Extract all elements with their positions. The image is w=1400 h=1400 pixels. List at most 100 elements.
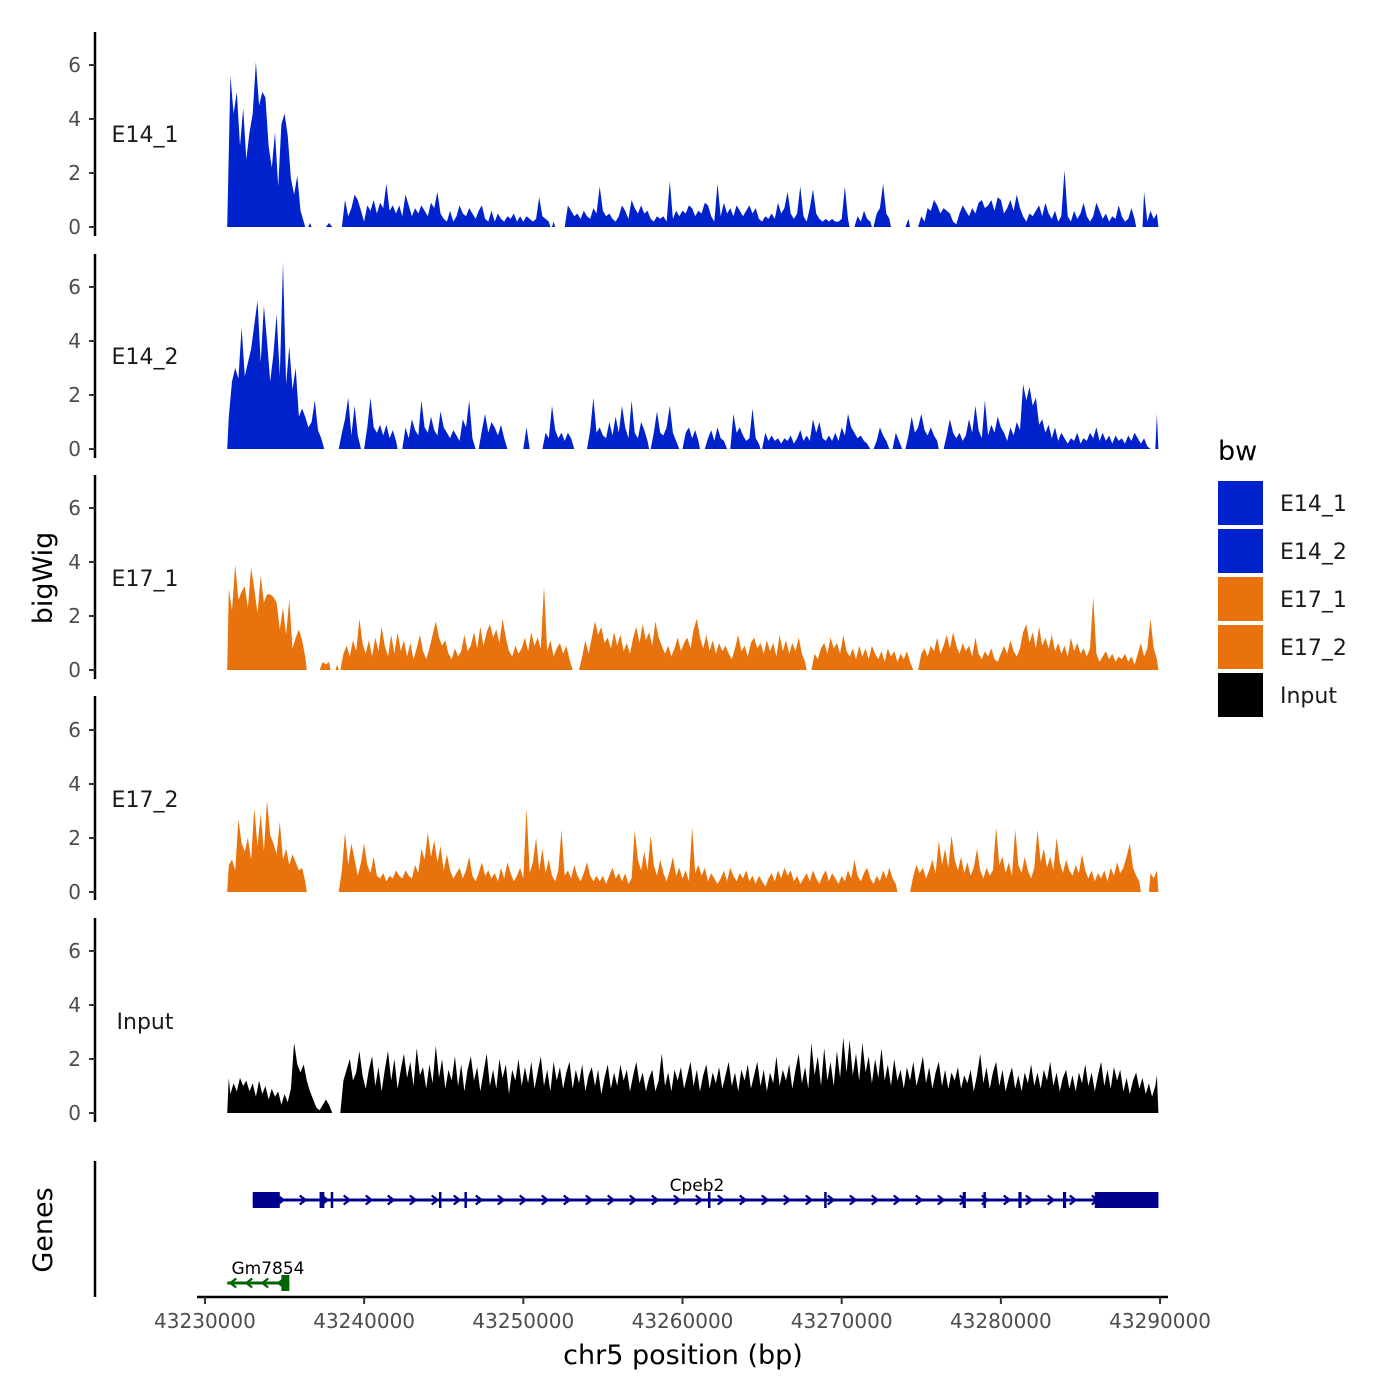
x-tick-label: 43240000 bbox=[313, 1309, 415, 1333]
strand-chevron bbox=[915, 1194, 924, 1206]
gene-exon bbox=[962, 1192, 966, 1208]
strand-chevron bbox=[717, 1194, 726, 1206]
x-tick-label: 43230000 bbox=[154, 1309, 256, 1333]
strand-chevron bbox=[541, 1194, 550, 1206]
legend-swatch-E17_2 bbox=[1218, 625, 1263, 669]
strand-chevron bbox=[585, 1194, 594, 1206]
y-tick-label: 4 bbox=[68, 107, 81, 131]
gene-exon bbox=[1018, 1192, 1022, 1208]
series-area-Input bbox=[227, 1037, 1159, 1113]
track-E14_2: 0 2 4 6 E14_2 bbox=[68, 254, 1159, 461]
x-tick-label: 43280000 bbox=[950, 1309, 1052, 1333]
track-Input: 0 2 4 6 Input bbox=[68, 918, 1159, 1125]
y-tick-label: 0 bbox=[68, 215, 81, 239]
x-tick-label: 43250000 bbox=[472, 1309, 574, 1333]
y-tick-label: 0 bbox=[68, 437, 81, 461]
strand-chevron bbox=[1047, 1194, 1056, 1206]
gene-exon bbox=[319, 1192, 325, 1208]
legend-swatch-E17_1 bbox=[1218, 577, 1263, 621]
bigwig-panels: 0 2 4 6 E14_1 0 2 4 6 E14_2 0 2 4 6 E17_1 0 2 4 6 E17_2 0 2 4 6… bbox=[68, 32, 1159, 1125]
gene-exon bbox=[707, 1192, 711, 1208]
strand-chevron bbox=[244, 1277, 253, 1289]
y-tick-label: 6 bbox=[68, 718, 81, 742]
y-tick-label: 2 bbox=[68, 1047, 81, 1071]
gene-exon bbox=[983, 1192, 986, 1208]
legend-swatch-E14_2 bbox=[1218, 529, 1263, 573]
y-tick-label: 2 bbox=[68, 383, 81, 407]
strand-chevron bbox=[475, 1194, 484, 1206]
strand-chevron bbox=[365, 1194, 374, 1206]
genes-axis-title: Genes bbox=[28, 1187, 59, 1272]
legend-label: E14_2 bbox=[1280, 540, 1347, 565]
strand-chevron bbox=[783, 1194, 792, 1206]
strand-chevron bbox=[871, 1194, 880, 1206]
legend-title: bw bbox=[1218, 436, 1257, 467]
y-tick-label: 0 bbox=[68, 880, 81, 904]
strand-chevron bbox=[1025, 1194, 1034, 1206]
track-E17_2: 0 2 4 6 E17_2 bbox=[68, 696, 1159, 904]
x-tick-label: 43290000 bbox=[1109, 1309, 1211, 1333]
strand-chevron bbox=[343, 1194, 352, 1206]
strand-chevron bbox=[761, 1194, 770, 1206]
x-tick-label: 43260000 bbox=[632, 1309, 734, 1333]
y-tick-label: 4 bbox=[68, 772, 81, 796]
strand-chevron bbox=[805, 1194, 814, 1206]
gene-exon bbox=[824, 1192, 827, 1208]
gene-exon bbox=[1062, 1192, 1067, 1208]
legend-label: Input bbox=[1280, 684, 1337, 709]
legend-label: E14_1 bbox=[1280, 492, 1347, 517]
y-tick-label: 2 bbox=[68, 161, 81, 185]
y-tick-label: 0 bbox=[68, 658, 81, 682]
y-tick-label: 6 bbox=[68, 275, 81, 299]
strand-chevron bbox=[827, 1194, 836, 1206]
y-tick-label: 6 bbox=[68, 939, 81, 963]
strand-chevron bbox=[387, 1194, 396, 1206]
gene-exon bbox=[464, 1192, 467, 1208]
series-area-E14_1 bbox=[227, 62, 1159, 227]
legend-swatch-Input bbox=[1218, 673, 1263, 717]
y-tick-label: 4 bbox=[68, 993, 81, 1017]
track-label: E14_1 bbox=[112, 123, 179, 148]
gene-exon bbox=[1094, 1192, 1159, 1208]
strand-chevron bbox=[431, 1194, 440, 1206]
strand-chevron bbox=[629, 1194, 638, 1206]
gene-exon bbox=[281, 1275, 290, 1291]
track-E17_1: 0 2 4 6 E17_1 bbox=[68, 475, 1159, 682]
y-tick-label: 6 bbox=[68, 53, 81, 77]
track-label: E14_2 bbox=[112, 345, 179, 370]
track-label: Input bbox=[117, 1010, 174, 1035]
strand-chevron bbox=[453, 1194, 462, 1206]
strand-chevron bbox=[651, 1194, 660, 1206]
gene-exon bbox=[438, 1192, 442, 1208]
strand-chevron bbox=[497, 1194, 506, 1206]
strand-chevron bbox=[519, 1194, 528, 1206]
strand-chevron bbox=[1069, 1194, 1078, 1206]
track-label: E17_1 bbox=[112, 567, 179, 592]
gene-label: Gm7854 bbox=[232, 1259, 305, 1279]
gene-exon bbox=[252, 1192, 280, 1208]
x-axis: 43230000 43240000 43250000 43260000 43270000… bbox=[154, 1295, 1211, 1333]
track-E14_1: 0 2 4 6 E14_1 bbox=[68, 32, 1159, 239]
gene-Gm7854: Gm7854 bbox=[227, 1259, 305, 1291]
genes-panel: Cpeb2 Gm7854 bbox=[93, 1161, 1159, 1297]
strand-chevron bbox=[228, 1277, 237, 1289]
y-tick-label: 2 bbox=[68, 604, 81, 628]
strand-chevron bbox=[739, 1194, 748, 1206]
gene-label: Cpeb2 bbox=[670, 1176, 725, 1196]
strand-chevron bbox=[673, 1194, 682, 1206]
strand-chevron bbox=[893, 1194, 902, 1206]
strand-chevron bbox=[849, 1194, 858, 1206]
legend-swatch-E14_1 bbox=[1218, 481, 1263, 525]
y-tick-label: 2 bbox=[68, 826, 81, 850]
series-area-E17_2 bbox=[227, 800, 1159, 892]
legend-label: E17_2 bbox=[1280, 636, 1347, 661]
strand-chevron bbox=[260, 1277, 269, 1289]
strand-chevron bbox=[607, 1194, 616, 1206]
strand-chevron bbox=[937, 1194, 946, 1206]
legend: bw E14_1 E14_2 E17_1 E17_2 Input bbox=[1218, 436, 1347, 717]
strand-chevron bbox=[299, 1194, 308, 1206]
strand-chevron bbox=[409, 1194, 418, 1206]
y-tick-label: 0 bbox=[68, 1101, 81, 1125]
strand-chevron bbox=[563, 1194, 572, 1206]
